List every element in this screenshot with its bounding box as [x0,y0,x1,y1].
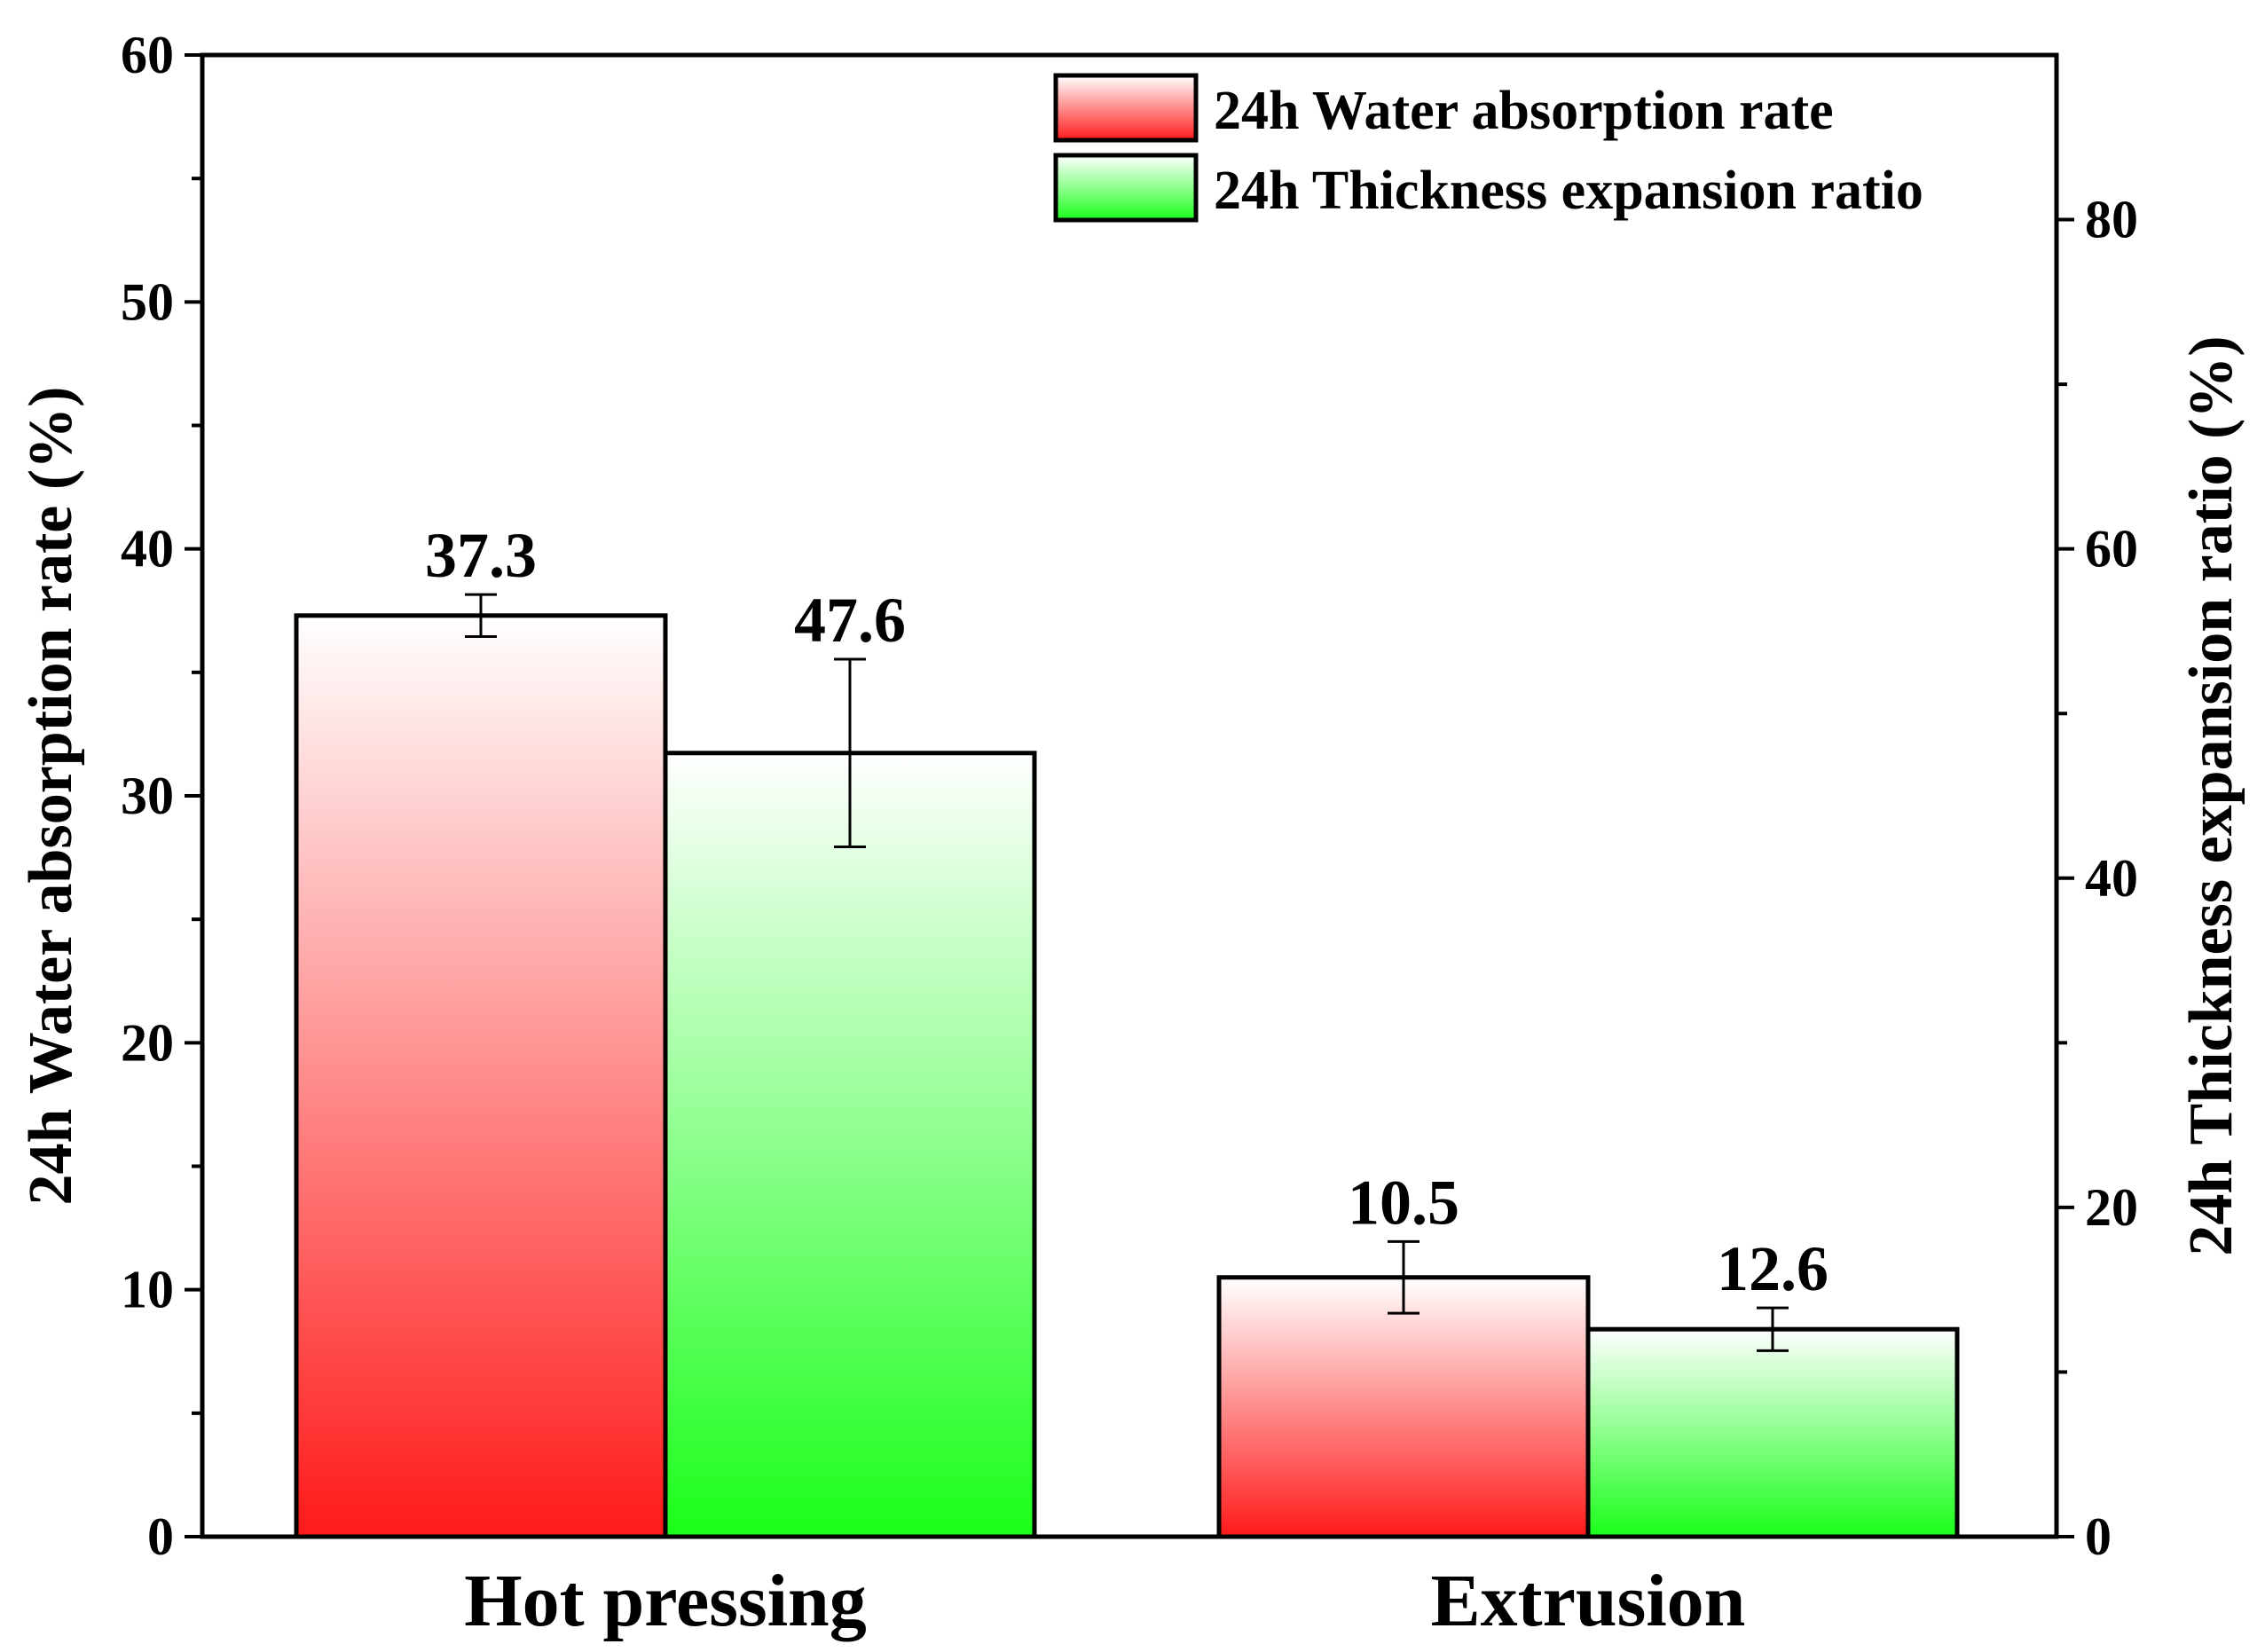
left-tick-label: 50 [121,272,174,331]
left-axis-ticks: 0 10 20 30 40 50 60 [121,26,202,1566]
left-tick-label: 30 [121,767,174,825]
right-tick-label: 20 [2085,1178,2138,1237]
legend-swatch-water-absorption [1053,73,1199,143]
left-tick-label: 10 [121,1261,174,1319]
bar-extrusion-24h-thickness-expansion-ratio [1585,1326,1960,1539]
right-axis-ticks: 0 20 40 60 80 [2057,191,2138,1566]
bar-extrusion-24h-water-absorption-rate [1216,1275,1591,1539]
right-tick-label: 40 [2085,849,2138,908]
category-labels: Hot pressing Extrusion [464,1560,1745,1642]
data-label-hot-pressing-24h-thickness-expansion-ratio: 47.6 [794,585,906,656]
y-left-axis-title: 24h Water absorption rate (%) [17,387,85,1206]
data-label-extrusion-24h-thickness-expansion-ratio: 12.6 [1717,1233,1829,1304]
error-bars-layer [465,593,1789,1352]
left-tick-label: 20 [121,1013,174,1072]
bars-layer [294,613,1960,1539]
left-tick-label: 40 [121,520,174,578]
category-label-extrusion: Extrusion [1431,1560,1746,1642]
data-label-extrusion-24h-water-absorption-rate: 10.5 [1348,1167,1459,1238]
right-tick-label: 0 [2085,1507,2112,1566]
data-label-hot-pressing-24h-water-absorption-rate: 37.3 [425,520,537,591]
bar-hot-pressing-24h-thickness-expansion-ratio [663,751,1037,1539]
legend-label-water-absorption: 24h Water absorption rate [1214,81,1834,141]
y-right-axis-title: 24h Thickness expansion ratio (%) [2177,335,2245,1255]
category-label-hot-pressing: Hot pressing [464,1560,867,1642]
legend-swatch-thickness-expansion [1053,153,1199,223]
bar-hot-pressing-24h-water-absorption-rate [294,613,668,1539]
right-tick-label: 80 [2085,191,2138,249]
data-labels-layer: 37.3 47.6 10.5 12.6 [425,520,1829,1304]
right-tick-label: 60 [2085,520,2138,578]
left-tick-label: 60 [121,26,174,84]
legend-label-thickness-expansion: 24h Thickness expansion ratio [1214,161,1923,221]
legend: 24h Water absorption rate 24h Thickness … [1053,73,1923,223]
left-tick-label: 0 [147,1507,174,1566]
